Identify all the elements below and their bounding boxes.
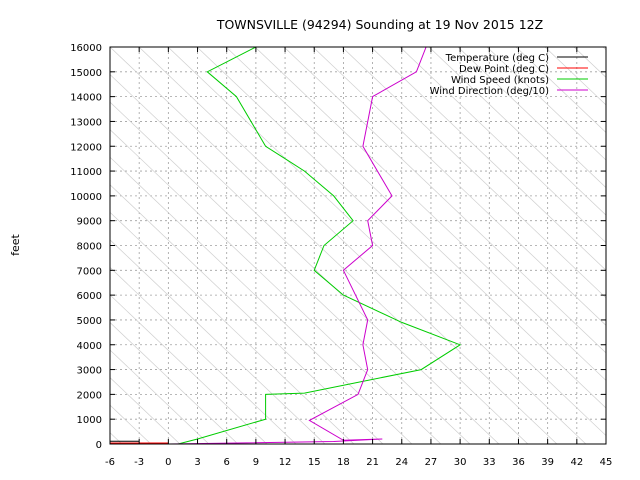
adiabat-line xyxy=(110,156,413,444)
adiabat-line xyxy=(196,47,606,437)
y-tick-label: 3000 xyxy=(77,366,102,377)
y-tick-label: 6000 xyxy=(77,291,102,302)
x-tick-label: 33 xyxy=(483,457,496,468)
legend-label: Wind Speed (knots) xyxy=(451,75,549,86)
x-tick-label: 15 xyxy=(308,457,321,468)
y-tick-label: 9000 xyxy=(77,217,102,228)
y-tick-label: 16000 xyxy=(70,43,102,54)
x-tick-label: 30 xyxy=(454,457,467,468)
y-axis-label: feet xyxy=(9,233,22,255)
adiabat-line xyxy=(110,74,500,444)
adiabat-line xyxy=(225,47,606,409)
y-tick-label: 11000 xyxy=(70,167,102,178)
adiabat-line xyxy=(138,47,558,444)
y-tick-label: 12000 xyxy=(70,142,102,153)
y-tick-label: 15000 xyxy=(70,68,102,79)
x-tick-label: 0 xyxy=(165,457,171,468)
adiabat-line xyxy=(110,266,297,444)
x-tick-label: 3 xyxy=(194,457,200,468)
x-tick-label: 6 xyxy=(224,457,230,468)
dry-adiabat-lines xyxy=(0,47,640,444)
adiabat-line xyxy=(110,129,442,444)
grid xyxy=(110,47,606,444)
adiabat-line xyxy=(457,47,606,189)
adiabat-line xyxy=(428,47,606,216)
x-tick-label: 24 xyxy=(395,457,408,468)
adiabat-line xyxy=(110,184,384,444)
adiabat-line xyxy=(254,47,606,381)
y-tick-label: 14000 xyxy=(70,93,102,104)
adiabat-line xyxy=(515,47,606,133)
adiabat-line xyxy=(573,47,606,78)
series-line xyxy=(110,47,462,444)
adiabat-line xyxy=(167,47,587,444)
adiabat-line xyxy=(110,47,529,444)
adiabat-line xyxy=(632,47,640,444)
adiabat-line xyxy=(110,294,268,444)
x-tick-label: 18 xyxy=(337,457,350,468)
legend-label: Wind Direction (deg/10) xyxy=(430,86,550,97)
y-tick-label: 0 xyxy=(96,440,102,451)
adiabat-line xyxy=(110,404,152,444)
axis-ticks: -6 -3 0 3 6 9 12 15 18 21 24 27 30 33 36 39 42 4501000200… xyxy=(70,43,612,468)
adiabat-line xyxy=(110,101,471,444)
y-tick-label: 2000 xyxy=(77,390,102,401)
adiabat-line xyxy=(544,47,606,106)
x-tick-label: 45 xyxy=(600,457,613,468)
x-tick-label: 39 xyxy=(541,457,554,468)
x-tick-label: -3 xyxy=(134,457,144,468)
y-tick-label: 4000 xyxy=(77,341,102,352)
x-tick-label: 21 xyxy=(366,457,379,468)
adiabat-line xyxy=(110,349,210,444)
y-tick-label: 7000 xyxy=(77,266,102,277)
adiabat-line xyxy=(486,47,606,161)
adiabat-line xyxy=(602,47,606,51)
adiabat-line xyxy=(341,47,606,299)
adiabat-line xyxy=(399,47,606,244)
x-tick-label: 9 xyxy=(253,457,259,468)
y-tick-label: 13000 xyxy=(70,117,102,128)
x-tick-label: 12 xyxy=(279,457,292,468)
y-tick-label: 1000 xyxy=(77,415,102,426)
y-tick-label: 10000 xyxy=(70,192,102,203)
x-tick-label: 42 xyxy=(570,457,583,468)
legend: Temperature (deg C)Dew Point (deg C)Wind… xyxy=(430,53,588,97)
y-tick-label: 8000 xyxy=(77,242,102,253)
chart-title: TOWNSVILLE (94294) Sounding at 19 Nov 20… xyxy=(216,17,543,32)
x-tick-label: -6 xyxy=(105,457,115,468)
adiabat-line xyxy=(283,47,606,354)
x-tick-label: 36 xyxy=(512,457,525,468)
adiabat-line xyxy=(312,47,606,326)
legend-label: Dew Point (deg C) xyxy=(459,64,549,75)
adiabat-line xyxy=(370,47,606,271)
adiabat-line xyxy=(0,47,6,444)
legend-label: Temperature (deg C) xyxy=(445,53,549,64)
x-tick-label: 27 xyxy=(425,457,438,468)
adiabat-line xyxy=(110,322,239,444)
series-line xyxy=(168,47,427,444)
adiabat-line xyxy=(110,239,326,444)
adiabat-line xyxy=(110,211,355,444)
y-tick-label: 5000 xyxy=(77,316,102,327)
